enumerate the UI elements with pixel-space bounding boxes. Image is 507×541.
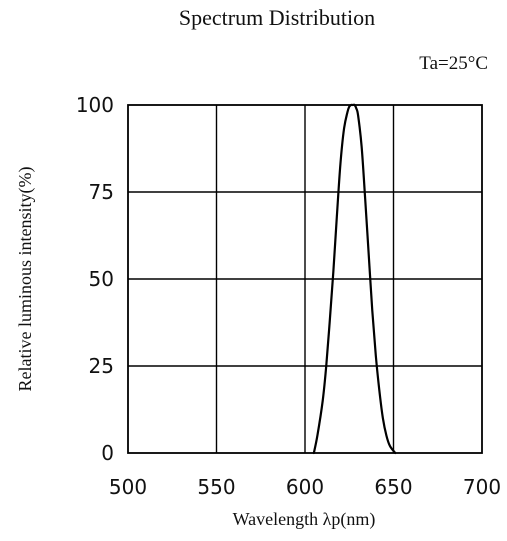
condition-label: Ta=25°C (419, 53, 488, 74)
y-tick-labels: 0 25 50 75 100 (76, 93, 114, 465)
x-tick-label: 700 (463, 475, 501, 499)
y-axis-label: Relative luminous intensity(%) (15, 167, 36, 392)
plot-frame (127, 104, 483, 454)
y-tick-label: 0 (101, 441, 114, 465)
x-tick-label: 650 (374, 475, 412, 499)
y-tick-label: 75 (89, 180, 114, 204)
x-tick-labels: 500 550 600 650 700 (109, 475, 501, 499)
series-layer (312, 103, 397, 455)
y-tick-label: 25 (89, 354, 114, 378)
x-tick-label: 600 (286, 475, 324, 499)
y-tick-label: 100 (76, 93, 114, 117)
x-tick-label: 550 (197, 475, 235, 499)
grid-lines (128, 105, 482, 453)
x-axis-label: Wavelength λp(nm) (233, 509, 376, 530)
x-tick-label: 500 (109, 475, 147, 499)
spectrum-curve (312, 103, 397, 455)
chart-title: Spectrum Distribution (179, 5, 375, 30)
y-tick-label: 50 (89, 267, 114, 291)
